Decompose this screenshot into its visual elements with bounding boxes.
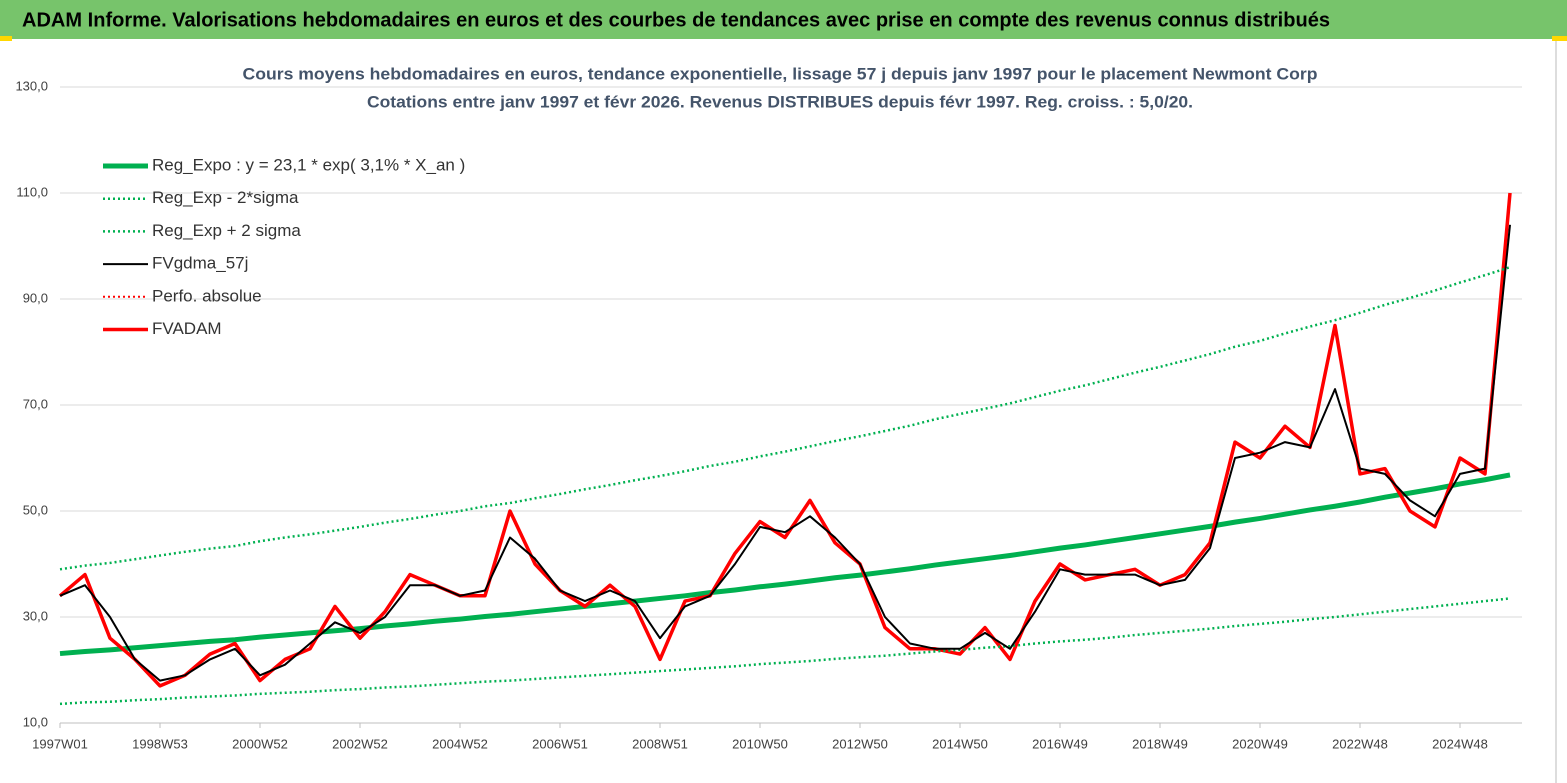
header-bar: [0, 0, 1567, 39]
x-tick-label: 1997W01: [32, 736, 88, 751]
series-line: [59, 597, 1511, 706]
x-tick-label: 2010W50: [732, 736, 788, 751]
x-tick-label: 2020W49: [1232, 736, 1288, 751]
series-line: [59, 224, 1511, 682]
chart-title: Cours moyens hebdomadaires en euros, ten…: [243, 64, 1318, 83]
y-tick-label: 10,0: [23, 714, 48, 729]
x-tick-label: 2004W52: [432, 736, 488, 751]
legend-label: Perfo. absolue: [152, 286, 262, 305]
x-tick-label: 2014W50: [932, 736, 988, 751]
series-line: [59, 266, 1511, 571]
grid: 10,0 30,0 50,0 70,0 90,0 110,0 130,0 1997W01 199…: [15, 78, 1522, 751]
legend-label: Reg_Expo : y = 23,1 * exp( 3,1% * X_an ): [152, 155, 465, 174]
y-tick-label: 90,0: [23, 290, 48, 305]
y-tick-label: 30,0: [23, 608, 48, 623]
legend-label: FVgdma_57j: [152, 254, 248, 273]
chart-subtitle: Cotations entre janv 1997 et févr 2026. …: [367, 92, 1193, 111]
x-tick-label: 2012W50: [832, 736, 888, 751]
legend-label: FVADAM: [152, 319, 222, 338]
y-tick-label: 50,0: [23, 502, 48, 517]
legend: Reg_Expo : y = 23,1 * exp( 3,1% * X_an )…: [103, 155, 465, 338]
x-tick-label: 2000W52: [232, 736, 288, 751]
x-tick-label: 2016W49: [1032, 736, 1088, 751]
x-tick-label: 2006W51: [532, 736, 588, 751]
legend-label: Reg_Exp + 2 sigma: [152, 221, 301, 240]
y-tick-label: 70,0: [23, 396, 48, 411]
x-tick-label: 2022W48: [1332, 736, 1388, 751]
x-tick-label: 2024W48: [1432, 736, 1488, 751]
x-tick-label: 1998W53: [132, 736, 188, 751]
header-corner: [0, 36, 12, 41]
x-tick-label: 2002W52: [332, 736, 388, 751]
page-header: ADAM Informe. Valorisations hebdomadaire…: [22, 9, 1330, 31]
series-line: [59, 472, 1511, 657]
y-tick-label: 130,0: [15, 78, 48, 93]
x-tick-label: 2008W51: [632, 736, 688, 751]
plot: [58, 192, 1512, 706]
y-tick-label: 110,0: [16, 184, 48, 199]
header-corner: [1552, 36, 1567, 41]
series-line: [58, 192, 1512, 688]
legend-label: Reg_Exp - 2*sigma: [152, 188, 299, 207]
x-tick-label: 2018W49: [1132, 736, 1188, 751]
